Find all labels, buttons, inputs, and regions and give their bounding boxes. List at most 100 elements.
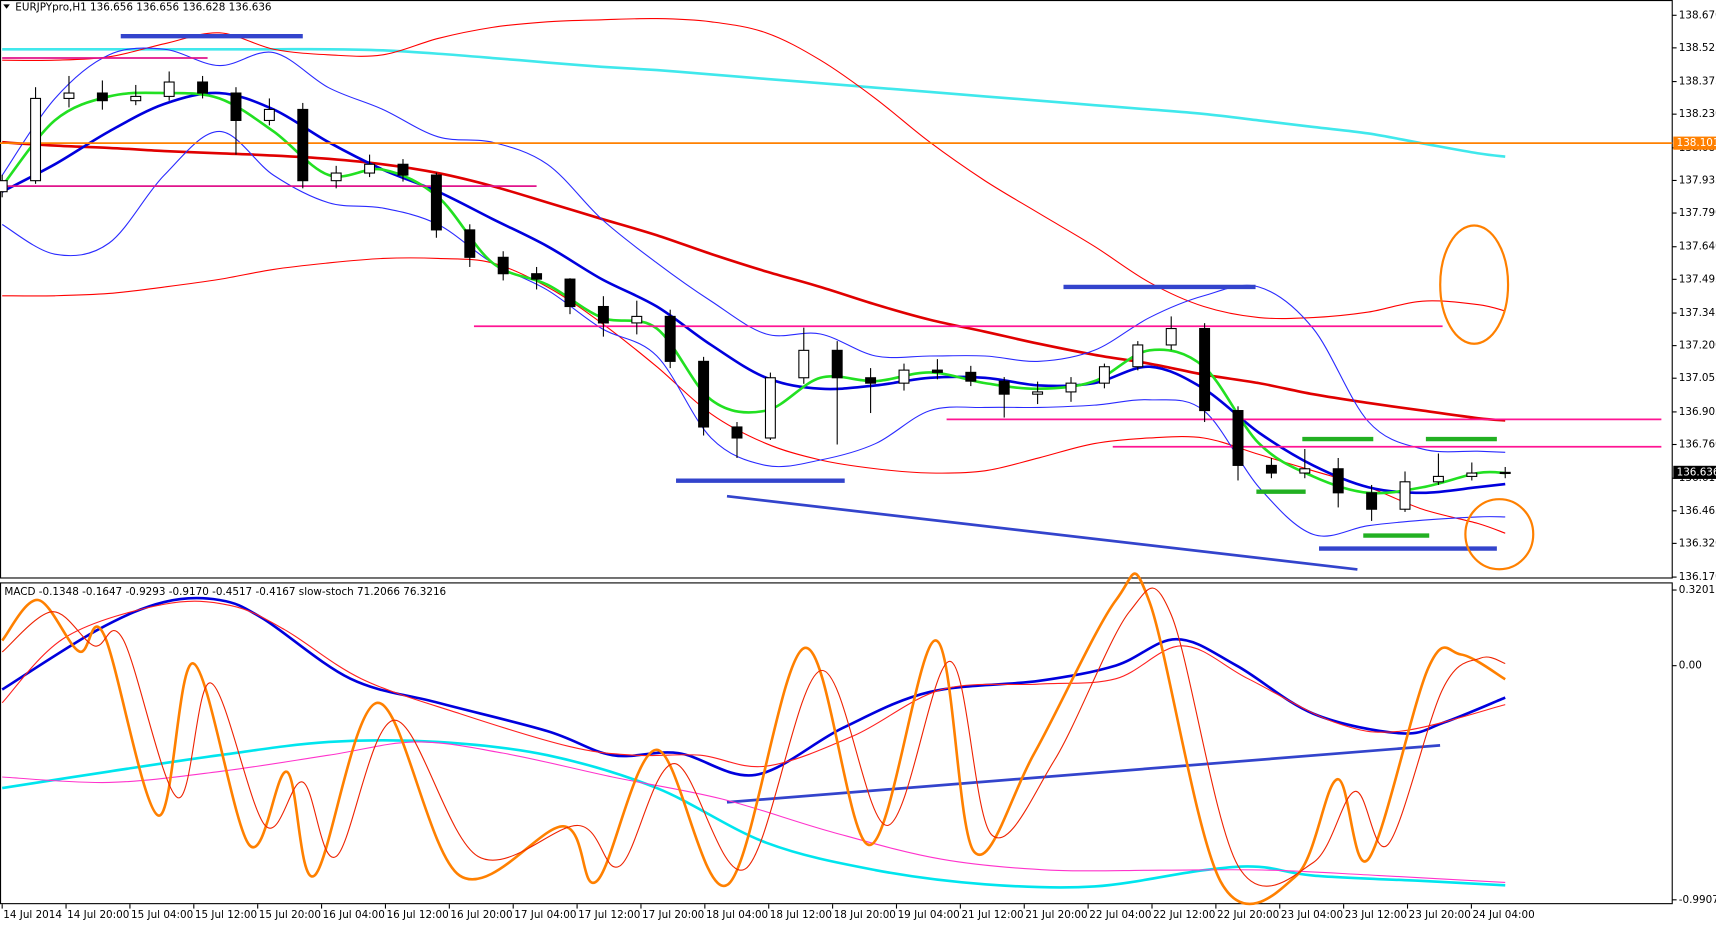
candle-body [898, 369, 910, 384]
candle-body [1332, 468, 1344, 494]
x-tick-label: 19 Jul 04:00 [898, 909, 960, 921]
candle-body [1499, 471, 1511, 475]
candle-body [664, 315, 676, 362]
y-tick-label: 138.375 [1679, 76, 1716, 88]
x-tick-label: 22 Jul 12:00 [1153, 909, 1215, 921]
current-price-box [1673, 465, 1716, 479]
x-tick-label: 16 Jul 12:00 [387, 909, 449, 921]
candle-body [631, 315, 643, 324]
candle-body [230, 92, 242, 121]
candle-body [564, 278, 576, 308]
current-price-label: 136.636 [1677, 466, 1716, 478]
y-tick-label: 138.230 [1679, 108, 1716, 120]
candle-body [430, 174, 442, 231]
trend-line [726, 743, 1441, 804]
indicator-line [1, 572, 1506, 906]
candle-body [464, 229, 476, 258]
y-tick-label: 136.170 [1679, 571, 1716, 583]
indicator-line [1, 600, 1506, 768]
candle-body [731, 426, 743, 439]
annotation-circle [1464, 498, 1535, 571]
indicator-line [2, 140, 1506, 422]
x-tick-label: 23 Jul 20:00 [1409, 909, 1471, 921]
y-tick-label: 137.345 [1679, 307, 1716, 319]
x-tick-label: 17 Jul 04:00 [514, 909, 576, 921]
candle-body [1432, 475, 1444, 483]
candle-body [798, 349, 810, 379]
menu-arrow[interactable] [3, 4, 10, 9]
y-tick-label: 137.640 [1679, 241, 1716, 253]
y-tick-label: 137.200 [1679, 340, 1716, 352]
y-tick-label: 137.935 [1679, 174, 1716, 186]
indicator-line [2, 47, 1506, 158]
x-tick-label: 23 Jul 12:00 [1345, 909, 1407, 921]
candle-body [1098, 366, 1110, 384]
candle-body [30, 97, 42, 182]
candle-body [1232, 410, 1244, 466]
candle-body [1199, 327, 1211, 412]
x-tick-label: 23 Jul 04:00 [1281, 909, 1343, 921]
chart-title: EURJPYpro,H1 136.656 136.656 136.628 136… [15, 2, 271, 14]
x-tick-label: 17 Jul 20:00 [642, 909, 704, 921]
y-tick-label: 137.790 [1679, 207, 1716, 219]
candle-body [597, 305, 609, 324]
candle-body [965, 371, 977, 382]
candle-body [831, 349, 843, 379]
x-tick-label: 15 Jul 20:00 [259, 909, 321, 921]
x-tick-label: 22 Jul 04:00 [1089, 909, 1151, 921]
y-tick-label: 138.670 [1679, 9, 1716, 21]
y-tick-label: -0.9907 [1679, 894, 1716, 906]
level-price-box [1673, 136, 1716, 150]
candle-body [1132, 344, 1144, 368]
y-tick-label: 0.3201 [1679, 584, 1715, 596]
level-price-label: 138.101 [1677, 137, 1716, 149]
candle-body [698, 360, 710, 428]
indicator-line [1, 587, 1506, 887]
x-tick-label: 16 Jul 04:00 [323, 909, 385, 921]
indicator-line [1, 47, 1506, 453]
candle-body [397, 163, 409, 176]
x-tick-label: 21 Jul 12:00 [961, 909, 1023, 921]
candle-body [297, 108, 309, 182]
y-tick-label: 0.00 [1679, 660, 1702, 672]
candle-body [364, 163, 376, 174]
candle-body [1366, 492, 1378, 510]
candle-body [497, 256, 509, 275]
candle-body [865, 377, 877, 384]
y-tick-label: 136.465 [1679, 505, 1716, 517]
y-tick-label: 136.905 [1679, 406, 1716, 418]
candle-body [1065, 382, 1077, 393]
indicator-line [1, 739, 1506, 889]
candle-body [998, 380, 1010, 395]
trend-line [726, 494, 1358, 571]
candle-body [330, 172, 342, 182]
sub-frame [0, 582, 1673, 905]
candle-body [764, 377, 776, 439]
x-tick-label: 22 Jul 20:00 [1217, 909, 1279, 921]
x-tick-label: 18 Jul 20:00 [834, 909, 896, 921]
main-frame [0, 0, 1673, 579]
candle-body [1032, 391, 1044, 395]
candle-body [96, 92, 108, 102]
x-tick-label: 15 Jul 04:00 [131, 909, 193, 921]
y-tick-label: 137.495 [1679, 273, 1716, 285]
annotation-circle [1439, 224, 1510, 345]
x-tick-label: 16 Jul 20:00 [450, 909, 512, 921]
x-tick-label: 14 Jul 2014 [3, 909, 62, 921]
candle-body [531, 273, 543, 280]
indicator-line [2, 17, 1506, 320]
candle-body [931, 369, 943, 373]
candle-body [1299, 468, 1311, 474]
indicator-line [1, 130, 1506, 537]
y-tick-label: 136.320 [1679, 537, 1716, 549]
x-tick-label: 24 Jul 04:00 [1472, 909, 1534, 921]
candle-body [63, 92, 75, 99]
indicator-line [2, 741, 1506, 883]
x-tick-label: 18 Jul 12:00 [770, 909, 832, 921]
x-tick-label: 17 Jul 12:00 [578, 909, 640, 921]
indicator-title: MACD -0.1348 -0.1647 -0.9293 -0.9170 -0.… [4, 586, 446, 598]
candle-body [0, 180, 8, 193]
candle-body [1399, 481, 1411, 510]
